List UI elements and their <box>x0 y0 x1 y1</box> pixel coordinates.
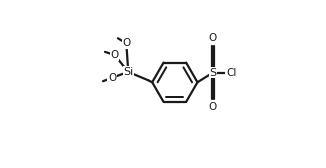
Text: Cl: Cl <box>226 68 236 78</box>
Text: S: S <box>209 68 216 78</box>
Text: Si: Si <box>123 67 133 77</box>
Text: O: O <box>108 73 116 83</box>
Text: O: O <box>209 33 217 43</box>
Text: O: O <box>111 50 119 60</box>
Text: O: O <box>209 102 217 112</box>
Text: O: O <box>122 38 130 48</box>
